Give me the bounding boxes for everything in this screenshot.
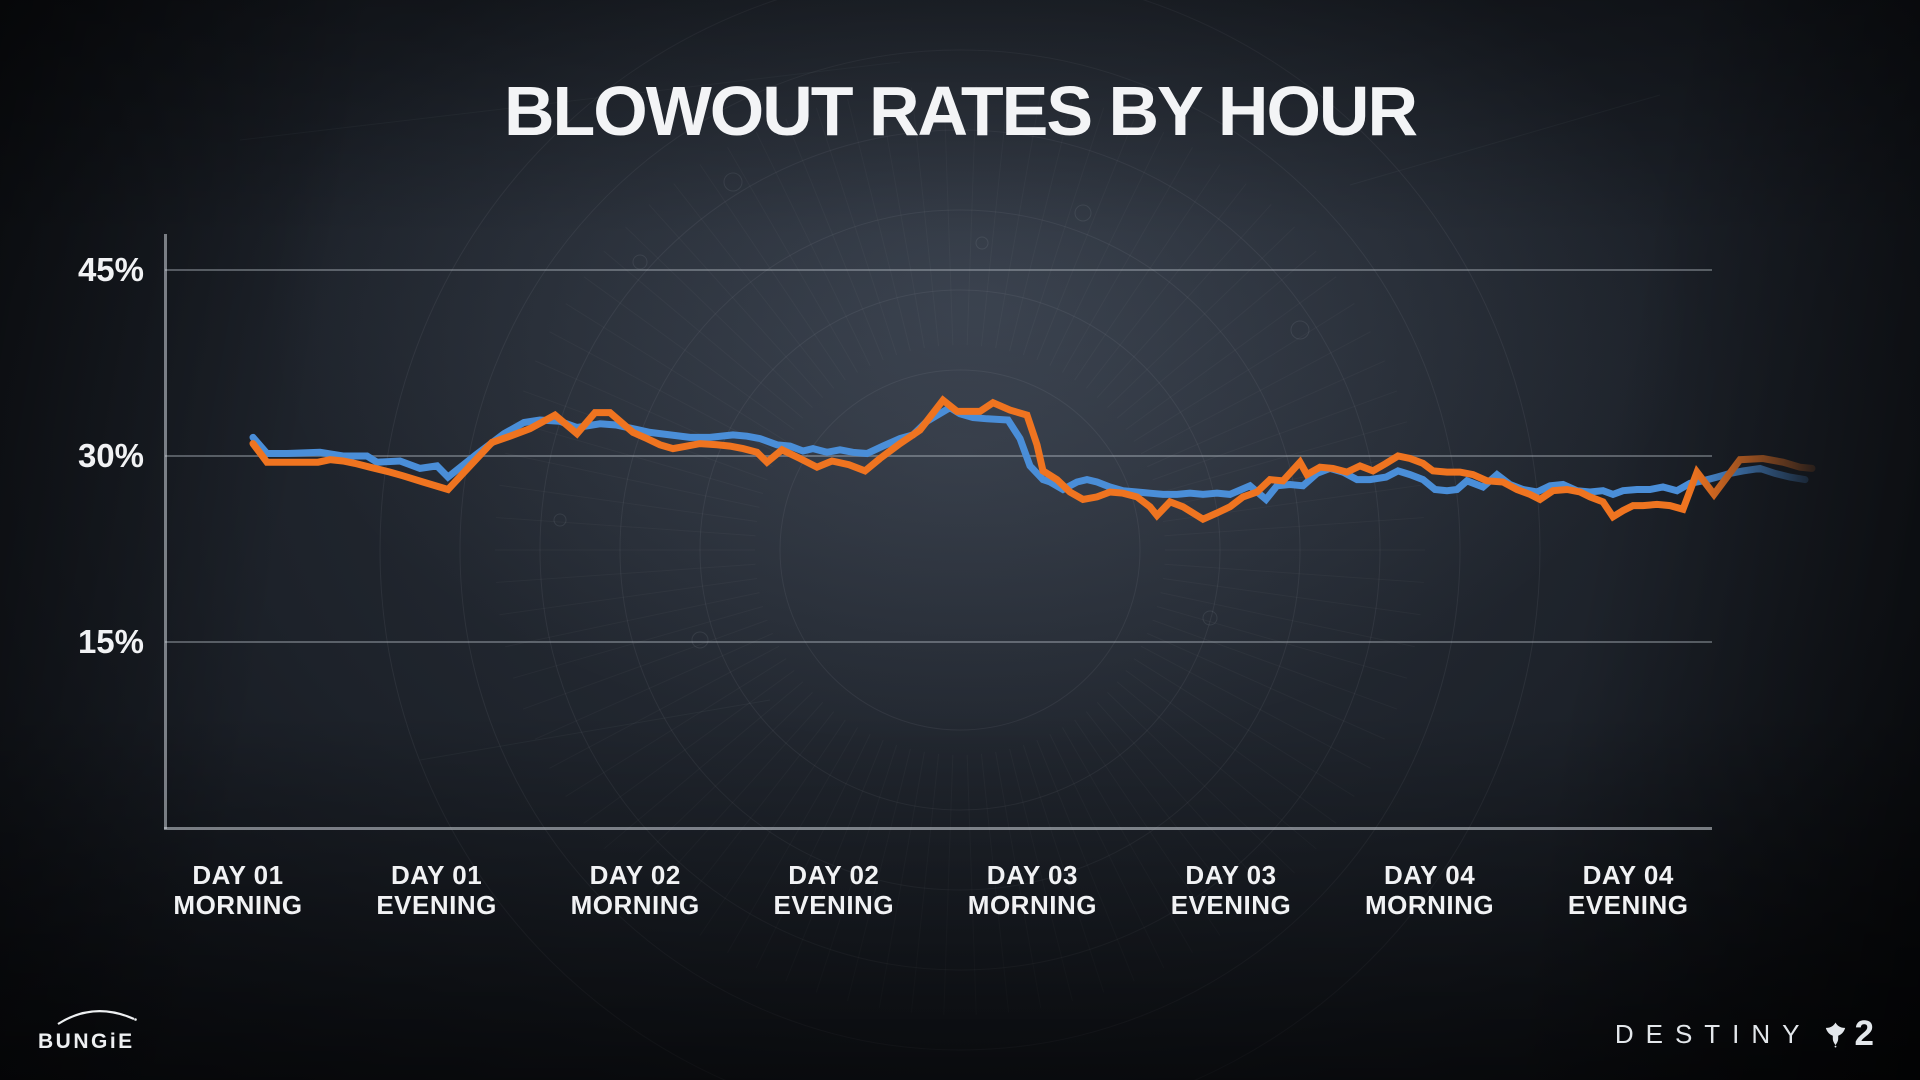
x-axis-tick: DAY 03 EVENING: [1101, 860, 1361, 920]
destiny-emblem-icon: [1825, 1022, 1845, 1047]
x-axis-tick: DAY 03 MORNING: [902, 860, 1162, 920]
x-axis-tick-line: MORNING: [1365, 890, 1495, 920]
destiny-number: 2: [1854, 1014, 1874, 1053]
x-axis-tick: DAY 02 MORNING: [505, 860, 765, 920]
x-axis-tick-line: DAY 03: [986, 860, 1078, 890]
y-axis-label: 30%: [77, 437, 144, 474]
x-axis-tick-line: EVENING: [773, 890, 895, 920]
destiny-wordmark: DESTINY: [1614, 1018, 1812, 1049]
x-axis-tick: DAY 04 EVENING: [1498, 860, 1758, 920]
x-axis-tick-line: DAY 02: [788, 860, 880, 890]
x-axis-tick: DAY 04 MORNING: [1300, 860, 1560, 920]
x-axis-tick-line: EVENING: [376, 890, 497, 920]
destiny-2-logo: DESTINY 2: [1615, 1014, 1874, 1054]
x-axis-tick-line: EVENING: [1170, 890, 1292, 920]
x-axis-tick-line: DAY 01: [391, 860, 483, 890]
x-axis-tick-line: DAY 04: [1384, 860, 1476, 890]
x-axis-tick-line: DAY 01: [192, 860, 284, 890]
x-axis-tick: DAY 02 EVENING: [704, 860, 964, 920]
x-axis-tick: DAY 01 EVENING: [307, 860, 567, 920]
x-axis-tick-line: MORNING: [570, 890, 700, 920]
page-title: BLOWOUT RATES BY HOUR: [503, 72, 1418, 150]
x-axis-tick-line: DAY 03: [1185, 860, 1277, 890]
bungie-logo: BUNGiE: [34, 1008, 154, 1060]
x-axis-tick-line: EVENING: [1567, 890, 1689, 920]
x-axis-tick: DAY 01 MORNING: [108, 860, 368, 920]
bungie-wordmark: BUNGiE: [38, 1030, 135, 1053]
x-axis-tick-line: DAY 04: [1582, 860, 1674, 890]
x-axis-tick-line: MORNING: [967, 890, 1097, 920]
series-orange-line: [249, 395, 1816, 524]
bungie-arc-icon: [57, 1010, 137, 1025]
x-axis-tick-line: DAY 02: [589, 860, 681, 890]
y-axis-label: 15%: [77, 623, 144, 660]
y-axis-label: 45%: [77, 251, 144, 288]
x-axis-tick-line: MORNING: [173, 890, 303, 920]
